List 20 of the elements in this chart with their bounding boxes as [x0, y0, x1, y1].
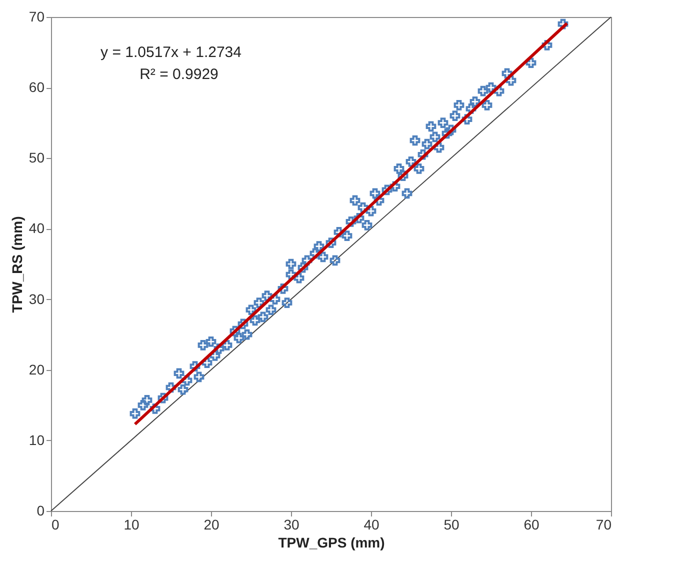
y-tick-label: 0: [36, 502, 45, 518]
x-tick-label: 40: [364, 516, 380, 532]
y-tick-label: 50: [28, 150, 45, 166]
x-tick-label: 30: [284, 516, 300, 532]
x-tick-label: 10: [124, 516, 140, 532]
y-tick-label: 30: [28, 290, 45, 307]
y-axis-title: TPW_RS (mm): [8, 216, 25, 313]
x-tick-label: 50: [444, 516, 460, 532]
y-tick-label: 10: [28, 432, 45, 448]
x-tick-label: 60: [524, 516, 540, 532]
y-tick-label: 20: [28, 361, 45, 378]
annotation: R² = 0.9929: [140, 66, 218, 83]
x-axis-title: TPW_GPS (mm): [278, 534, 385, 550]
y-tick-label: 40: [28, 220, 45, 236]
y-tick-label: 60: [28, 79, 45, 96]
y-tick-label: 70: [28, 8, 45, 24]
annotation: y = 1.0517x + 1.2734: [100, 44, 242, 61]
x-tick-label: 70: [596, 516, 612, 532]
x-tick-label: 20: [204, 516, 220, 532]
x-tick-label: 0: [52, 516, 60, 532]
